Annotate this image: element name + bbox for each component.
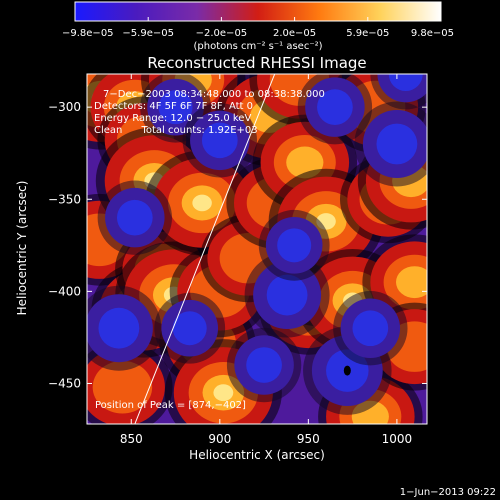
x-tick-label: 850: [120, 432, 143, 446]
heatmap-blob-deep: [172, 311, 207, 346]
y-axis-label: Heliocentric Y (arcsec): [15, 181, 29, 316]
heatmap-blob-deep: [266, 274, 308, 316]
y-tick-label: −300: [48, 100, 81, 114]
plot-frame: [86, 73, 428, 425]
heatmap-blob-deep: [158, 90, 193, 125]
colorbar-tick-label: −2.0e−05: [196, 28, 248, 39]
heatmap-blob-bright: [396, 266, 427, 299]
colorbar-ticks: −9.8e−05 −5.9e−05 −2.0e−05 2.0e−05 5.9e−05 9.…: [62, 17, 454, 39]
heatmap-blob-deep: [352, 310, 389, 347]
footer-timestamp: 1−Jun−2013 09:22: [400, 487, 496, 498]
heatmap-blob-peak: [213, 384, 234, 402]
annotation-clean-counts: Clean Total counts: 1.92E+03: [94, 125, 258, 136]
y-axis: −300 −350 −400 −450: [48, 100, 427, 390]
annotation-energy-range: Energy Range: 12.0 − 25.0 keV: [94, 113, 251, 124]
y-tick-label: −350: [48, 192, 81, 206]
x-tick-label: 950: [297, 432, 320, 446]
x-tick-label: 1000: [382, 432, 413, 446]
annotations: 7−Dec−2003 08:34:48.000 to 08:38:38.000 …: [94, 89, 325, 411]
x-tick-label: 900: [208, 432, 231, 446]
colorbar-tick-label: −9.8e−05: [62, 28, 114, 39]
minimum-marker: [343, 365, 351, 376]
heatmap-blob-peak: [192, 194, 212, 212]
limb-line: [134, 74, 276, 424]
heatmap-blob-deep: [246, 347, 282, 383]
heatmap-blob-deep: [201, 122, 238, 159]
chart-title: Reconstructed RHESSI Image: [147, 54, 366, 72]
heatmap-blob-core: [92, 360, 153, 414]
annotation-detectors: Detectors: 4F 5F 6F 7F 8F, Att 0: [94, 101, 253, 112]
annotation-time-range: 7−Dec−2003 08:34:48.000 to 08:38:38.000: [103, 89, 325, 100]
annotation-peak-position: Position of Peak = [874,−402]: [95, 400, 246, 411]
heatmap-blob-deep: [116, 199, 153, 236]
colorbar-tick-label: 9.8e−05: [411, 28, 454, 39]
y-tick-label: −400: [48, 284, 81, 298]
colorbar: −9.8e−05 −5.9e−05 −2.0e−05 2.0e−05 5.9e−05 9.…: [62, 1, 454, 52]
colorbar-gradient: [74, 1, 442, 22]
colorbar-tick-label: −5.9e−05: [122, 28, 174, 39]
heatmap-blob-deep: [317, 89, 353, 126]
y-tick-label: −450: [48, 376, 81, 390]
colorbar-tick-label: 5.9e−05: [346, 28, 389, 39]
colorbar-units: (photons cm⁻² s⁻¹ asec⁻²): [193, 41, 322, 52]
overlay: [134, 74, 351, 424]
plot-area: [87, 74, 427, 424]
heatmap-blob-deep: [376, 123, 418, 165]
colorbar-tick-label: 2.0e−05: [273, 28, 316, 39]
heatmap-blob-deep: [277, 228, 312, 263]
x-axis: 850 900 950 1000: [120, 74, 412, 446]
heatmap-blob-deep: [98, 307, 140, 349]
heatmap: [87, 74, 427, 424]
x-axis-label: Heliocentric X (arcsec): [189, 448, 325, 462]
